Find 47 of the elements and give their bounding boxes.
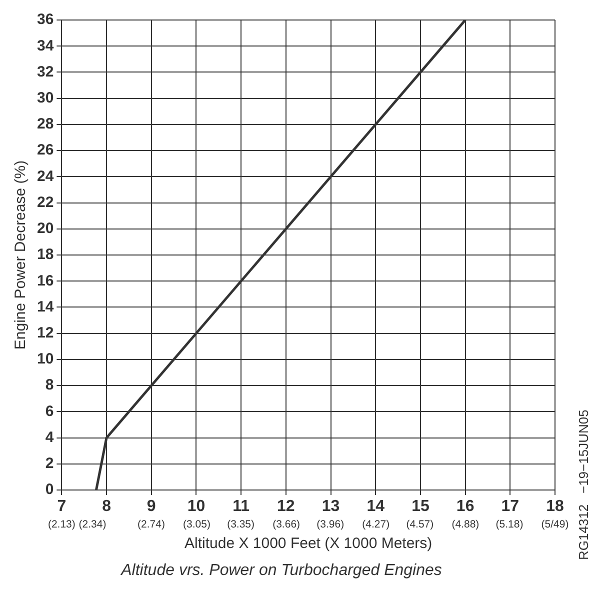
y-tick-label: 28: [36, 116, 54, 133]
x2-tick-label: (3.05): [183, 518, 210, 530]
y-tick-label: 0: [45, 481, 54, 498]
y-tick-label: 22: [36, 194, 54, 211]
x2-tick-label: (4.27): [362, 518, 390, 530]
text: RG14312 −19−15JUN05: [576, 410, 592, 560]
x2-tick-label: (3.96): [316, 518, 344, 530]
y-tick-label: 2: [45, 455, 54, 472]
y-tick-label: 6: [45, 402, 54, 420]
x2-tick-label: (3.66): [272, 518, 300, 530]
y-tick-label: 12: [36, 324, 54, 342]
y-axis-title: Engine Power Decrease (%): [12, 160, 30, 350]
y-tick-label: 34: [36, 37, 54, 54]
x2-tick-label: (2.74): [138, 518, 165, 530]
y-tick-label: 4: [45, 428, 54, 446]
x-tick-label: 7: [57, 498, 66, 516]
x2-tick-label: (2.13): [48, 518, 76, 530]
x2-tick-label: (4.88): [452, 518, 480, 530]
x2-tick-label: (3.35): [227, 518, 255, 530]
x-tick-label: 9: [146, 498, 156, 516]
x-tick-label: 8: [102, 498, 112, 516]
y-tick-label: 26: [36, 142, 54, 159]
y-tick-label: 20: [36, 220, 54, 238]
y-tick-label: 36: [36, 11, 54, 28]
y-tick-label: 14: [36, 298, 54, 316]
x2-tick-label: (5.18): [496, 518, 524, 530]
y-tick-label: 16: [36, 272, 54, 290]
y-tick-label: 18: [36, 246, 54, 264]
x-tick-label: 11: [232, 498, 250, 516]
x-tick-label: 15: [412, 498, 430, 516]
x-tick-label: 10: [187, 498, 206, 516]
text: Altitude vrs. Power on Turbocharged Engines: [120, 562, 442, 579]
x-tick-label: 13: [322, 498, 340, 516]
x-axis-title: Altitude X 1000 Feet (X 1000 Meters): [184, 534, 432, 552]
y-tick-label: 30: [36, 89, 54, 106]
x2-tick-label: (4.57): [406, 518, 434, 530]
x-tick-label: 14: [366, 498, 385, 516]
x-tick-label: 17: [501, 498, 520, 516]
x-tick-label: 16: [456, 498, 474, 516]
x-tick-label: 18: [546, 498, 564, 516]
x2-tick-label: (2.34): [78, 518, 106, 530]
y-tick-label: 10: [36, 350, 54, 368]
x2-tick-label: (5/49): [541, 518, 569, 530]
y-tick-label: 32: [36, 63, 54, 80]
x-tick-label: 12: [277, 498, 295, 516]
y-tick-label: 8: [45, 376, 54, 394]
y-tick-label: 24: [36, 168, 54, 185]
